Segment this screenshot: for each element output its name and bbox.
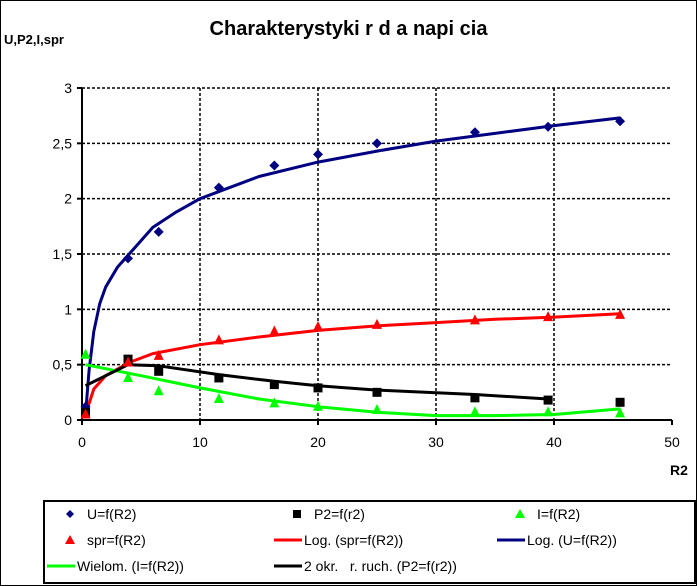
triangle-marker [469,314,480,325]
line-icon [272,556,302,576]
square-marker [154,366,164,376]
triangle-marker [153,385,164,396]
y-axis-label: U,P2,I,spr [4,32,64,47]
chart-title-text: Charakterystyki r d a napi cia [209,18,488,40]
square-icon [282,504,312,524]
x-tick-label: 20 [310,434,326,450]
square-marker [214,373,224,383]
x-tick-label: 30 [428,434,444,450]
y-tick-label: 2,5 [53,135,73,151]
diamond-marker [123,253,134,264]
triangle-marker [313,400,323,411]
triangle-marker [543,311,554,322]
y-tick-label: 0,5 [53,357,73,373]
y-tick-label: 1,5 [53,246,73,262]
diamond-icon [55,504,85,524]
series-points [80,308,626,419]
triangle-marker [469,406,480,417]
square-marker [313,383,323,393]
x-tick-label: 0 [78,434,86,450]
triangle-marker [269,325,280,336]
square-marker [615,397,625,407]
triangle-marker [543,406,554,417]
line-icon [495,530,525,550]
x-tick-label: 40 [546,434,562,450]
legend-label: I=f(R2) [537,506,581,522]
triangle-marker [372,318,382,329]
gridlines [82,87,672,420]
legend-item: spr=f(R2) [55,530,146,550]
square-marker [372,387,382,397]
legend-label: U=f(R2) [87,506,137,522]
legend-item: U=f(R2) [55,504,136,524]
triangle-marker [615,407,626,418]
triangle-marker [153,349,164,360]
diamond-marker [269,160,280,171]
square-marker [269,380,279,390]
y-tick-label: 2 [64,191,72,207]
chart-title: Charakterystyki r d a napi cia [0,18,697,41]
legend-label: Log. (U=f(R2)) [527,532,617,548]
square-marker [470,393,480,403]
tick-labels: 00,511,522,530 10 20 30 40 50 [53,80,680,450]
triangle-icon [55,530,85,550]
diamond-marker [615,116,626,127]
diamond-marker [469,127,480,138]
legend-item: Log. (spr=f(R2)) [272,530,403,550]
y-tick-label: 1 [64,301,72,317]
trendline [84,116,621,415]
square-marker [543,395,553,405]
legend: U=f(R2) P2=f(r2) I=f(R2) spr=f(R2) Log. (spr… [43,500,696,584]
triangle-marker [269,397,280,408]
triangle-marker [313,321,323,332]
x-tick-label: 50 [664,434,680,450]
legend-label: Wielom. (I=f(R2)) [77,558,184,574]
diamond-marker [213,182,224,193]
triangle-marker [123,371,134,382]
trendline [85,363,621,418]
diamond-marker [313,149,323,160]
triangle-marker [213,392,224,403]
triangle-marker [372,404,382,415]
triangle-marker [213,334,224,345]
legend-item: Wielom. (I=f(R2)) [45,556,184,576]
triangle-marker [80,408,91,419]
triangle-marker [615,308,626,319]
legend-label: spr=f(R2) [87,532,146,548]
triangle-marker [123,356,134,367]
y-tick-label: 3 [64,80,72,96]
line-icon [45,556,75,576]
legend-item: Log. (U=f(R2)) [495,530,617,550]
line-icon [272,530,302,550]
plot-area: 00,511,522,530 10 20 30 40 50 [53,80,680,450]
legend-item: 2 okr. r. ruch. (P2=f(r2)) [272,556,457,576]
legend-label: P2=f(r2) [314,506,365,522]
legend-item: I=f(R2) [505,504,580,524]
diamond-marker [372,138,382,149]
triangle-icon [505,504,535,524]
y-tick-label: 0 [64,412,72,428]
legend-label: 2 okr. r. ruch. (P2=f(r2)) [304,558,457,574]
x-axis-label: R2 [670,462,688,478]
legend-item: P2=f(r2) [282,504,365,524]
diamond-marker [153,226,164,237]
x-tick-label: 10 [192,434,208,450]
diamond-marker [543,121,554,132]
legend-label: Log. (spr=f(R2)) [304,532,404,548]
triangle-marker [80,348,91,359]
series-points [80,348,626,418]
